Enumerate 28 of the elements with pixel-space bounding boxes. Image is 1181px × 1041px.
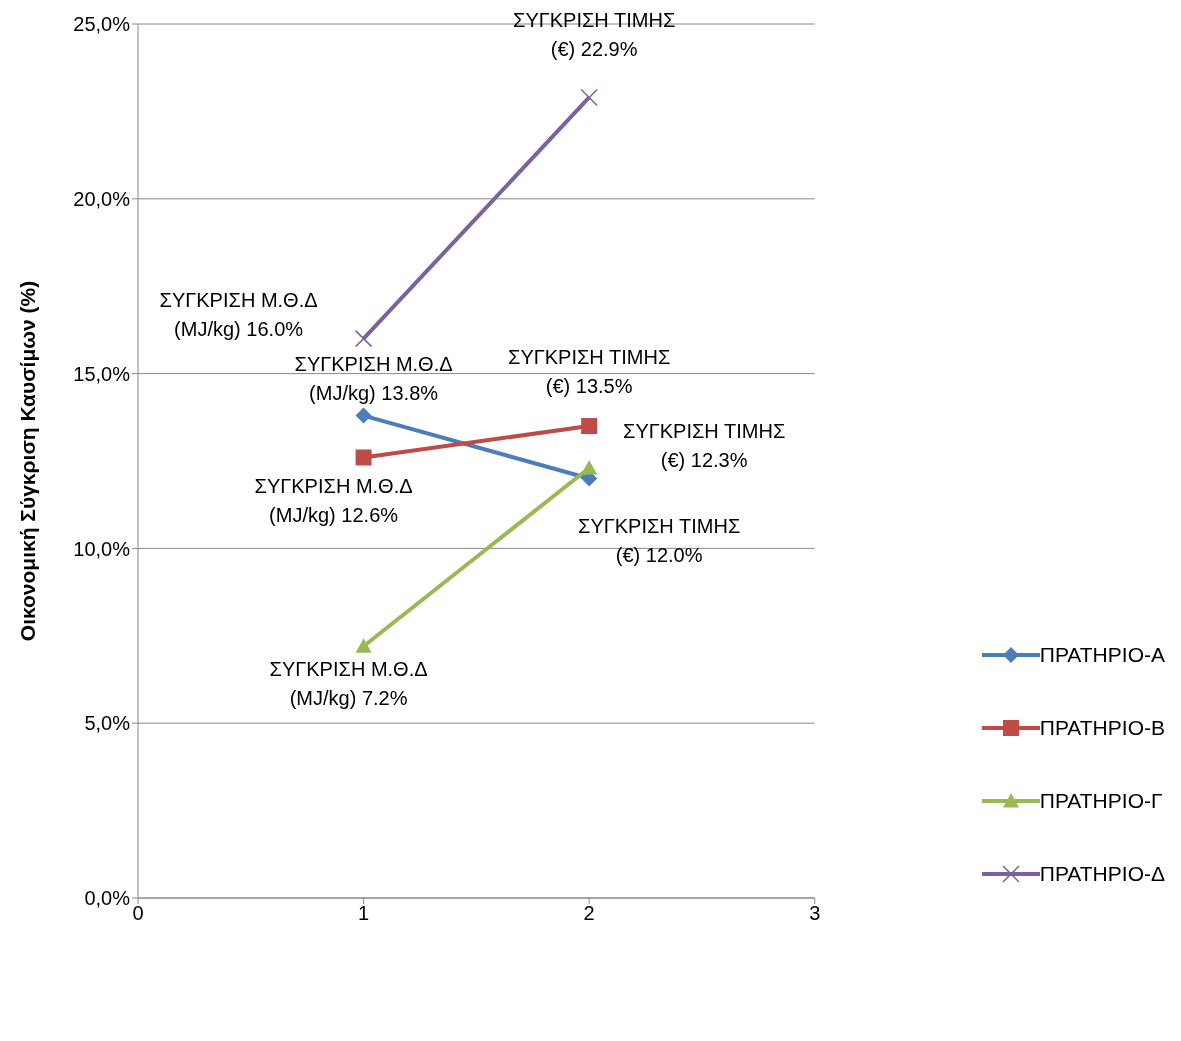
point [354,329,373,348]
data-label: ΣΥΓΚΡΙΣΗ ΤΙΜΗΣ (€) 12.3% [623,419,786,471]
y-tick-label: 20,0% [73,187,131,210]
data-label: ΣΥΓΚΡΙΣΗ Μ.Θ.Δ (MJ/kg) 16.0% [159,288,318,340]
data-label: ΣΥΓΚΡΙΣΗ ΤΙΜΗΣ (€) 13.5% [508,346,671,398]
legend-label: ΠΡΑΤΗΡΙΟ-Β [1039,715,1165,740]
legend-label: ΠΡΑΤΗΡΙΟ-Γ [1039,788,1163,813]
x-tick-label: 2 [583,902,595,925]
legend-label: ΠΡΑΤΗΡΙΟ-Α [1039,642,1165,667]
y-tick-label: 25,0% [73,13,131,36]
point [355,449,372,466]
point [581,418,598,435]
x-tick-label: 0 [132,902,144,925]
data-label: ΣΥΓΚΡΙΣΗ ΤΙΜΗΣ (€) 22.9% [513,9,676,61]
y-tick-label: 5,0% [84,712,131,735]
y-tick-label: 15,0% [73,362,131,385]
data-label: ΣΥΓΚΡΙΣΗ Μ.Θ.Δ (MJ/kg) 12.6% [254,474,413,526]
y-axis-title: Οικονομική Σύγκριση Καυσίμων (%) [16,280,40,642]
x-tick-label: 3 [809,902,821,925]
data-label: ΣΥΓΚΡΙΣΗ Μ.Θ.Δ (MJ/kg) 13.8% [294,352,453,404]
point [580,88,598,107]
y-tick-label: 10,0% [73,537,131,560]
x-tick-label: 1 [358,902,370,925]
point [355,407,372,424]
y-tick-label: 0,0% [84,887,131,910]
legend-label: ΠΡΑΤΗΡΙΟ-Δ [1039,861,1165,886]
data-label: ΣΥΓΚΡΙΣΗ ΤΙΜΗΣ (€) 12.0% [578,515,741,567]
data-label: ΣΥΓΚΡΙΣΗ Μ.Θ.Δ (MJ/kg) 7.2% [269,658,428,710]
